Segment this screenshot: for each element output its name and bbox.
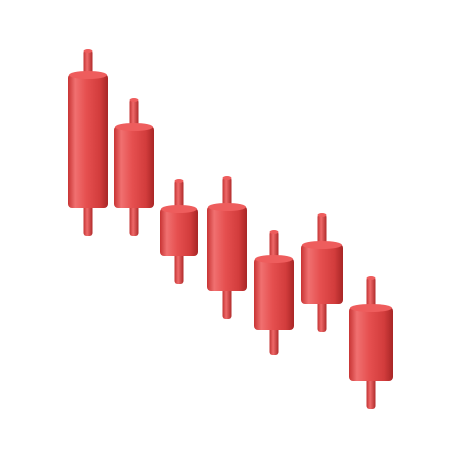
candle-body (160, 208, 198, 256)
body-top-cap (255, 255, 293, 263)
body-top-cap (161, 205, 197, 213)
body-top-cap (69, 71, 107, 79)
candle-body (349, 307, 393, 381)
wick-cap (317, 213, 327, 217)
candle-body (254, 258, 294, 330)
body-top-cap (115, 123, 153, 131)
wick-cap (269, 230, 279, 234)
candlestick-5 (254, 230, 294, 355)
candle-body (114, 126, 154, 208)
candle-body (301, 244, 343, 304)
body-top-cap (208, 203, 246, 211)
candlestick-4 (207, 176, 247, 319)
wick-cap (83, 49, 93, 53)
candlestick-2 (114, 98, 154, 236)
body-top-cap (350, 304, 392, 312)
candle-body (68, 74, 108, 208)
wick-cap (366, 276, 376, 280)
wick-cap (129, 98, 139, 102)
wick-cap (222, 176, 232, 180)
candlestick-6 (301, 213, 343, 332)
candlestick-3 (160, 179, 198, 284)
candlestick-7 (349, 276, 393, 409)
wick-cap (174, 179, 184, 183)
body-top-cap (302, 241, 342, 249)
candlestick-1 (68, 49, 108, 236)
candle-body (207, 206, 247, 291)
